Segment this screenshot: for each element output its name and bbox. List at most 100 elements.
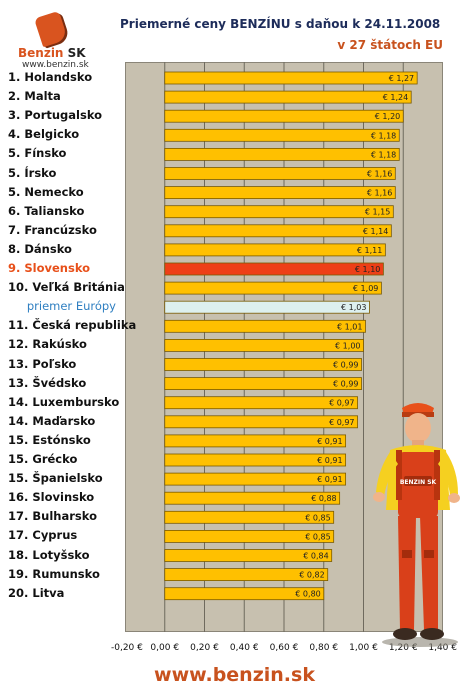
bar-value-label: € 1,01 (337, 322, 362, 331)
bar-value-label: € 1,24 (383, 93, 408, 102)
logo-url: www.benzin.sk (22, 60, 89, 70)
bar (164, 587, 325, 601)
bar-value-label: € 0,80 (295, 590, 320, 599)
bar-value-label: € 1,18 (371, 150, 396, 159)
bar-value-label: € 0,99 (333, 380, 358, 389)
bar-value-label: € 1,00 (335, 341, 360, 350)
bar (164, 358, 362, 371)
chart-title: Priemerné ceny BENZÍNU s daňou k 24.11.2… (120, 17, 441, 31)
x-tick-label: 1,40 € (428, 643, 457, 653)
x-tick-label: 0,20 € (190, 643, 219, 653)
bar-value-label: € 1,16 (367, 189, 392, 198)
category-label: 18. Lotyšsko (8, 547, 90, 562)
bar (164, 568, 329, 581)
category-label: 16. Slovinsko (8, 490, 95, 505)
bar (164, 109, 404, 123)
category-label: 1. Holandsko (8, 70, 93, 84)
bar-value-label: € 0,82 (299, 571, 324, 580)
bar (164, 472, 347, 486)
category-label: 17. Bulharsko (8, 509, 97, 524)
bar (164, 491, 341, 505)
gas-station-worker-figure-icon: BENZIN SK (373, 403, 460, 647)
bar (164, 90, 412, 104)
bar (164, 415, 358, 429)
logo-name-suffix: SK (67, 46, 86, 60)
benzin-sk-logo[interactable]: Benzin SK www.benzin.sk (8, 6, 90, 70)
category-label: 6. Taliansko (8, 203, 85, 218)
bar (164, 338, 364, 352)
bar (164, 453, 347, 467)
category-label: 13. Poľsko (8, 356, 77, 371)
bar (164, 281, 382, 295)
category-label: 13. Švédsko (8, 375, 87, 390)
bar (164, 319, 366, 333)
category-label: 5. Nemecko (8, 184, 84, 199)
logo-name-main: Benzin (18, 46, 64, 60)
bar-value-label: € 1,10 (355, 265, 380, 274)
bar (164, 128, 400, 142)
category-label: 20. Litva (8, 585, 65, 600)
bar-value-label: € 1,20 (375, 112, 400, 121)
category-label: 3. Portugalsko (8, 108, 103, 123)
bar-value-label: € 1,09 (353, 284, 378, 293)
mascot-shirt-text: BENZIN SK (400, 479, 437, 486)
bar-value-label: € 0,99 (333, 361, 358, 370)
bar-value-label: € 1,18 (371, 131, 396, 140)
bar (164, 300, 370, 314)
category-label: 2. Malta (8, 89, 61, 104)
category-label: 12. Rakúsko (8, 337, 87, 352)
category-label: 10. Veľká Británia (8, 280, 125, 295)
category-label: 4. Belgicko (8, 127, 80, 142)
bar-value-label: € 0,91 (317, 456, 342, 465)
bar (164, 205, 394, 219)
category-label: 14. Maďarsko (8, 413, 96, 428)
bar-value-label: € 1,16 (367, 170, 392, 179)
category-label: 19. Rumunsko (8, 566, 100, 581)
bar-value-label: € 1,11 (357, 246, 382, 255)
bar (164, 510, 335, 524)
category-label: 14. Luxembursko (8, 394, 120, 409)
x-tick-label: 0,40 € (229, 643, 259, 653)
bar-value-label: € 0,91 (317, 475, 342, 484)
category-label: 15. Španielsko (8, 471, 103, 486)
x-tick-label: 1,20 € (388, 643, 418, 653)
logo-name: Benzin SK (18, 46, 86, 60)
footer-url[interactable]: www.benzin.sk (154, 664, 315, 686)
bar-value-label: € 1,27 (389, 74, 414, 83)
bar-value-label: € 0,88 (311, 494, 336, 503)
bar (164, 377, 362, 391)
x-tick-label: 1,00 € (349, 643, 378, 653)
bar-value-label: € 0,91 (317, 437, 342, 446)
bar-value-label: € 0,85 (305, 513, 330, 522)
bar (164, 434, 347, 448)
category-label: 11. Česká republika (8, 318, 137, 333)
bar (164, 262, 384, 276)
bar-value-label: € 0,85 (305, 532, 330, 541)
x-tick-label: -0,20 € (111, 643, 143, 653)
bar (164, 186, 396, 200)
category-label: 8. Dánsko (8, 241, 72, 256)
category-label: 9. Slovensko (8, 261, 91, 275)
bar (164, 147, 400, 161)
bar-value-label: € 0,84 (303, 552, 328, 561)
chart-subtitle: v 27 štátoch EU (337, 38, 443, 52)
category-label: 15. Grécko (8, 452, 78, 466)
category-label: 5. Fínsko (8, 146, 67, 161)
x-tick-label: 0,00 € (150, 643, 180, 653)
bar-value-label: € 0,97 (329, 399, 354, 408)
category-label: 15. Estónsko (8, 432, 91, 447)
bar-value-label: € 1,15 (365, 208, 390, 217)
category-label: 17. Cyprus (8, 528, 78, 543)
bar (164, 71, 418, 85)
bar (164, 549, 333, 562)
bar (164, 396, 358, 410)
x-tick-label: 0,80 € (309, 643, 339, 653)
category-label: 7. Francúzsko (8, 222, 97, 237)
x-tick-label: 0,60 € (269, 643, 299, 653)
category-label: 5. Írsko (8, 165, 57, 180)
category-label: priemer Európy (26, 299, 116, 314)
bar-value-label: € 1,14 (363, 227, 388, 236)
bar (164, 224, 392, 238)
